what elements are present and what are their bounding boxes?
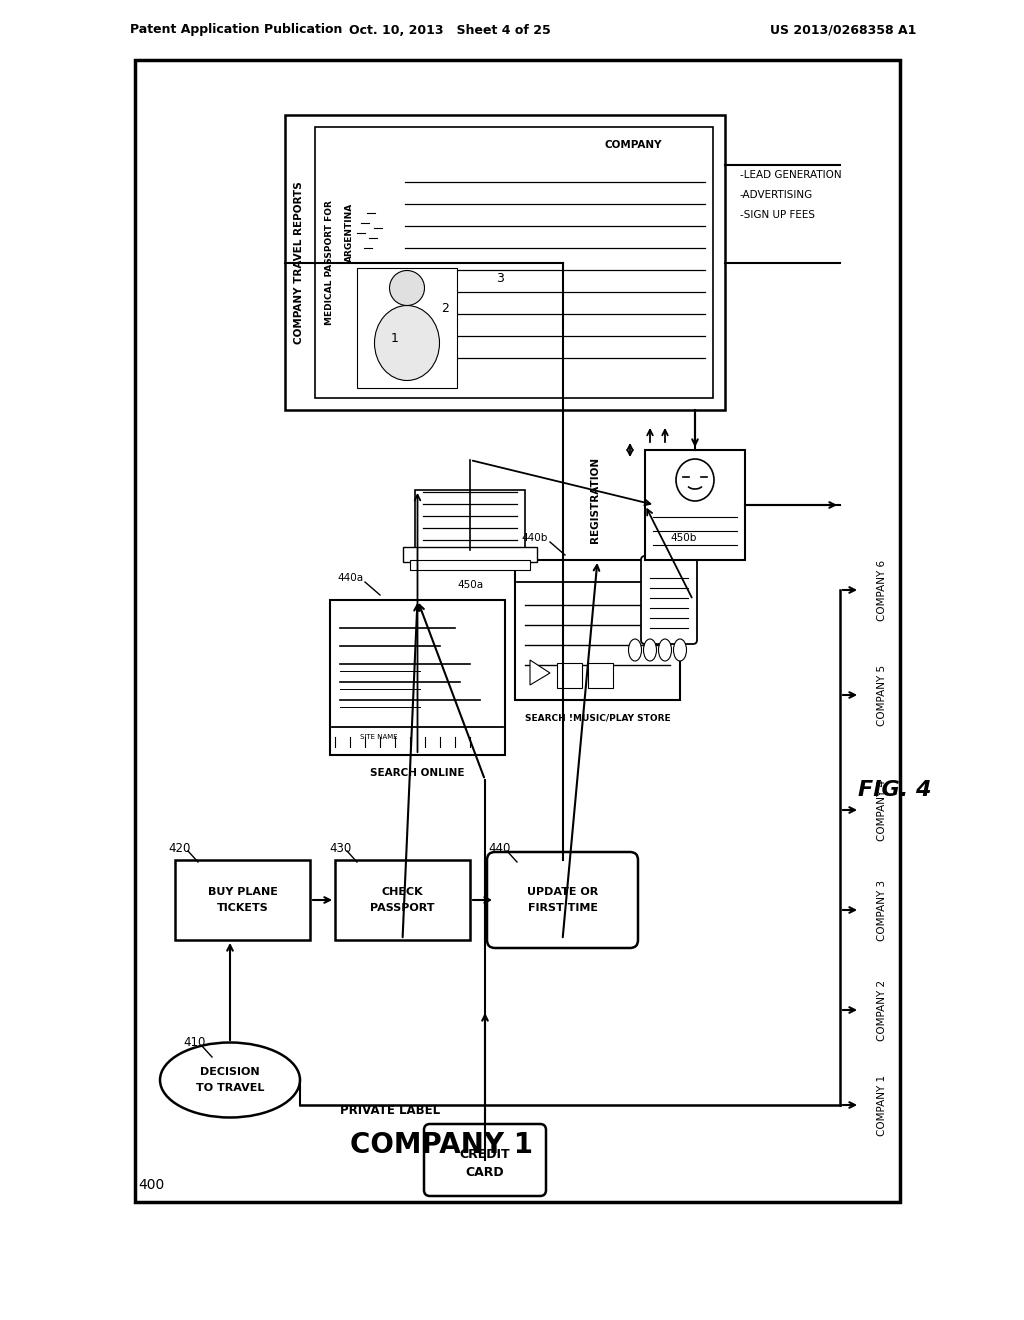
Bar xyxy=(285,115,725,411)
Text: Oct. 10, 2013   Sheet 4 of 25: Oct. 10, 2013 Sheet 4 of 25 xyxy=(349,24,551,37)
Text: REGISTRATION: REGISTRATION xyxy=(590,457,600,543)
Text: COMPANY TRAVEL REPORTS: COMPANY TRAVEL REPORTS xyxy=(294,181,304,345)
Text: 440b: 440b xyxy=(522,533,548,543)
Text: COMPANY 4: COMPANY 4 xyxy=(877,779,887,841)
Bar xyxy=(415,490,525,550)
Bar xyxy=(403,546,537,562)
Text: CREDIT: CREDIT xyxy=(460,1148,510,1162)
Text: 450b: 450b xyxy=(671,533,697,543)
Ellipse shape xyxy=(160,1043,300,1118)
Ellipse shape xyxy=(375,305,439,380)
Ellipse shape xyxy=(658,639,672,661)
Text: 400: 400 xyxy=(138,1177,164,1192)
Text: 410: 410 xyxy=(184,1035,206,1048)
Text: COMPANY 6: COMPANY 6 xyxy=(877,560,887,620)
Text: MEDICAL PASSPORT FOR: MEDICAL PASSPORT FOR xyxy=(325,201,334,325)
Text: FIG. 4: FIG. 4 xyxy=(858,780,932,800)
Bar xyxy=(645,450,745,560)
FancyBboxPatch shape xyxy=(641,556,697,644)
Ellipse shape xyxy=(629,639,641,661)
Text: SITE NAME: SITE NAME xyxy=(360,734,397,741)
Text: 2: 2 xyxy=(441,301,449,314)
Ellipse shape xyxy=(643,639,656,661)
Text: PASSPORT: PASSPORT xyxy=(371,903,435,913)
Text: SEARCH !MUSIC/PLAY STORE: SEARCH !MUSIC/PLAY STORE xyxy=(524,714,671,722)
Text: COMPANY 1: COMPANY 1 xyxy=(877,1074,887,1135)
Text: COMPANY 1: COMPANY 1 xyxy=(350,1131,534,1159)
FancyBboxPatch shape xyxy=(424,1125,546,1196)
Text: Patent Application Publication: Patent Application Publication xyxy=(130,24,342,37)
Text: TO TRAVEL: TO TRAVEL xyxy=(196,1082,264,1093)
Text: 420: 420 xyxy=(169,842,191,854)
Bar xyxy=(557,663,582,688)
Bar xyxy=(357,268,457,388)
Text: -LEAD GENERATION: -LEAD GENERATION xyxy=(740,170,842,180)
Bar xyxy=(515,560,680,700)
Bar xyxy=(335,861,470,940)
Bar xyxy=(175,861,310,940)
Text: -SIGN UP FEES: -SIGN UP FEES xyxy=(740,210,815,220)
Text: 440: 440 xyxy=(488,842,511,854)
Text: COMPANY: COMPANY xyxy=(604,140,662,150)
Text: FIRST TIME: FIRST TIME xyxy=(527,903,597,913)
Text: PRIVATE LABEL: PRIVATE LABEL xyxy=(340,1104,440,1117)
Bar xyxy=(410,560,530,570)
Ellipse shape xyxy=(676,459,714,502)
Polygon shape xyxy=(530,660,550,685)
Text: 430: 430 xyxy=(329,842,351,854)
Text: 1: 1 xyxy=(391,331,399,345)
Text: 3: 3 xyxy=(496,272,504,285)
Bar xyxy=(315,127,713,399)
Text: SEARCH ONLINE: SEARCH ONLINE xyxy=(371,768,465,777)
Ellipse shape xyxy=(389,271,425,305)
Text: 440a: 440a xyxy=(337,573,364,583)
Text: TICKETS: TICKETS xyxy=(217,903,268,913)
Text: DECISION: DECISION xyxy=(200,1067,260,1077)
Text: US 2013/0268358 A1: US 2013/0268358 A1 xyxy=(770,24,916,37)
Text: CARD: CARD xyxy=(466,1166,504,1179)
Bar xyxy=(330,601,505,755)
Text: CHECK: CHECK xyxy=(382,887,423,898)
Text: COMPANY 2: COMPANY 2 xyxy=(877,979,887,1040)
Text: COMPANY 3: COMPANY 3 xyxy=(877,879,887,941)
Ellipse shape xyxy=(674,639,686,661)
Text: 450a: 450a xyxy=(457,579,483,590)
Text: BUY PLANE: BUY PLANE xyxy=(208,887,278,898)
Text: COMPANY 5: COMPANY 5 xyxy=(877,664,887,726)
FancyBboxPatch shape xyxy=(487,851,638,948)
Text: ARGENTINA: ARGENTINA xyxy=(344,203,353,263)
Bar xyxy=(588,663,613,688)
Bar xyxy=(135,59,900,1203)
Text: -ADVERTISING: -ADVERTISING xyxy=(740,190,813,201)
Text: UPDATE OR: UPDATE OR xyxy=(527,887,598,898)
